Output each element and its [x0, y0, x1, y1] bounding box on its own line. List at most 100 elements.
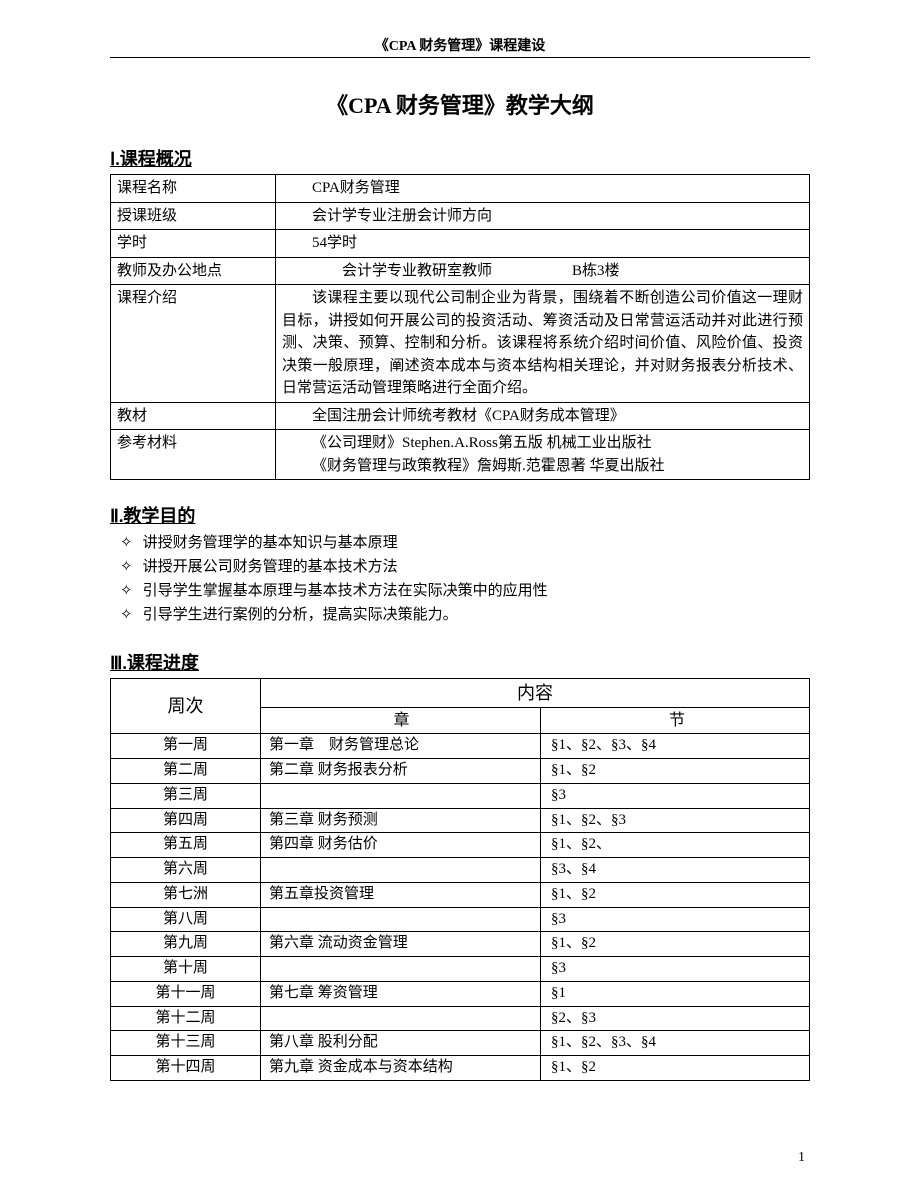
table-row: 第八周 §3	[111, 907, 810, 932]
course-name-label: 课程名称	[111, 175, 276, 203]
table-row: 第二周第二章 财务报表分析§1、§2	[111, 759, 810, 784]
teacher-label: 教师及办公地点	[111, 257, 276, 285]
chapter-cell	[261, 1006, 541, 1031]
chapter-cell: 第七章 筹资管理	[261, 981, 541, 1006]
table-row: 第十四周第九章 资金成本与资本结构§1、§2	[111, 1056, 810, 1081]
section-3-heading: Ⅲ.课程进度	[110, 649, 810, 675]
week-cell: 第十周	[111, 957, 261, 982]
table-row: 课程名称 CPA财务管理	[111, 175, 810, 203]
header-divider	[110, 57, 810, 58]
table-row: 第十周§3	[111, 957, 810, 982]
table-row: 第七洲第五章投资管理§1、§2	[111, 882, 810, 907]
week-cell: 第一周	[111, 734, 261, 759]
text-value: 该课程主要以现代公司制企业为背景，围绕着不断创造公司价值这一理财目标，讲授如何开…	[282, 287, 803, 400]
reference-value: 《公司理财》Stephen.A.Ross第五版 机械工业出版社 《财务管理与政策…	[276, 430, 810, 480]
section-cell: §1、§2	[541, 759, 810, 784]
table-header-row: 周次 内容	[111, 679, 810, 708]
list-item: 讲授开展公司财务管理的基本技术方法	[120, 555, 810, 579]
intro-value: 该课程主要以现代公司制企业为背景，围绕着不断创造公司价值这一理财目标，讲授如何开…	[276, 285, 810, 403]
page-header: 《CPA 财务管理》课程建设	[110, 35, 810, 55]
class-label: 授课班级	[111, 202, 276, 230]
goals-list: 讲授财务管理学的基本知识与基本原理 讲授开展公司财务管理的基本技术方法 引导学生…	[110, 531, 810, 627]
schedule-table: 周次 内容 章 节 第一周第一章 财务管理总论§1、§2、§3、§4第二周第二章…	[110, 678, 810, 1081]
chapter-cell	[261, 957, 541, 982]
table-row: 第四周第三章 财务预测§1、§2、§3	[111, 808, 810, 833]
table-row: 第十一周第七章 筹资管理§1	[111, 981, 810, 1006]
table-row: 学时 54学时	[111, 230, 810, 258]
chapter-cell	[261, 783, 541, 808]
section-cell: §2、§3	[541, 1006, 810, 1031]
intro-label: 课程介绍	[111, 285, 276, 403]
week-cell: 第四周	[111, 808, 261, 833]
chapter-cell: 第三章 财务预测	[261, 808, 541, 833]
chapter-cell: 第四章 财务估价	[261, 833, 541, 858]
list-item: 引导学生掌握基本原理与基本技术方法在实际决策中的应用性	[120, 579, 810, 603]
section-cell: §1、§2、	[541, 833, 810, 858]
reference-2: 《财务管理与政策教程》詹姆斯.范霍恩著 华夏出版社	[282, 455, 803, 478]
overview-table: 课程名称 CPA财务管理 授课班级 会计学专业注册会计师方向 学时 54学时 教…	[110, 174, 810, 480]
document-title: 《CPA 财务管理》教学大纲	[110, 88, 810, 120]
section-cell: §1	[541, 981, 810, 1006]
chapter-cell: 第九章 资金成本与资本结构	[261, 1056, 541, 1081]
section-cell: §1、§2	[541, 932, 810, 957]
section-cell: §1、§2	[541, 882, 810, 907]
hours-label: 学时	[111, 230, 276, 258]
teacher-value: 会计学专业教研室教师B栋3楼	[276, 257, 810, 285]
week-cell: 第八周	[111, 907, 261, 932]
text-value: 会计学专业注册会计师方向	[282, 205, 803, 228]
class-value: 会计学专业注册会计师方向	[276, 202, 810, 230]
week-cell: 第七洲	[111, 882, 261, 907]
week-cell: 第二周	[111, 759, 261, 784]
section-header: 节	[541, 708, 810, 734]
section-cell: §1、§2	[541, 1056, 810, 1081]
textbook-value: 全国注册会计师统考教材《CPA财务成本管理》	[276, 402, 810, 430]
table-row: 教师及办公地点 会计学专业教研室教师B栋3楼	[111, 257, 810, 285]
table-row: 授课班级 会计学专业注册会计师方向	[111, 202, 810, 230]
week-cell: 第三周	[111, 783, 261, 808]
teacher-name: 会计学专业教研室教师	[312, 260, 572, 283]
page-number: 1	[798, 1150, 805, 1166]
hours-value: 54学时	[276, 230, 810, 258]
table-row: 第五周第四章 财务估价§1、§2、	[111, 833, 810, 858]
list-item: 讲授财务管理学的基本知识与基本原理	[120, 531, 810, 555]
table-row: 第十二周 §2、§3	[111, 1006, 810, 1031]
table-row: 教材 全国注册会计师统考教材《CPA财务成本管理》	[111, 402, 810, 430]
reference-label: 参考材料	[111, 430, 276, 480]
table-row: 第十三周第八章 股利分配§1、§2、§3、§4	[111, 1031, 810, 1056]
table-row: 第六周§3、§4	[111, 858, 810, 883]
section-cell: §1、§2、§3、§4	[541, 1031, 810, 1056]
list-item: 引导学生进行案例的分析，提高实际决策能力。	[120, 603, 810, 627]
chapter-header: 章	[261, 708, 541, 734]
course-name-value: CPA财务管理	[276, 175, 810, 203]
week-cell: 第十四周	[111, 1056, 261, 1081]
section-1-heading: Ⅰ.课程概况	[110, 145, 810, 171]
chapter-cell	[261, 907, 541, 932]
week-cell: 第十一周	[111, 981, 261, 1006]
week-cell: 第十二周	[111, 1006, 261, 1031]
text-value: 54学时	[282, 232, 803, 255]
chapter-cell: 第五章投资管理	[261, 882, 541, 907]
section-cell: §3	[541, 907, 810, 932]
text-value: 全国注册会计师统考教材《CPA财务成本管理》	[282, 405, 803, 428]
section-2-heading: Ⅱ.教学目的	[110, 502, 810, 528]
section-cell: §3、§4	[541, 858, 810, 883]
content-header: 内容	[261, 679, 810, 708]
text-value: CPA财务管理	[282, 177, 803, 200]
week-cell: 第十三周	[111, 1031, 261, 1056]
week-cell: 第九周	[111, 932, 261, 957]
section-cell: §1、§2、§3、§4	[541, 734, 810, 759]
reference-1: 《公司理财》Stephen.A.Ross第五版 机械工业出版社	[282, 432, 803, 455]
week-cell: 第五周	[111, 833, 261, 858]
chapter-cell: 第八章 股利分配	[261, 1031, 541, 1056]
table-row: 第一周第一章 财务管理总论§1、§2、§3、§4	[111, 734, 810, 759]
chapter-cell: 第二章 财务报表分析	[261, 759, 541, 784]
section-cell: §1、§2、§3	[541, 808, 810, 833]
textbook-label: 教材	[111, 402, 276, 430]
chapter-cell: 第六章 流动资金管理	[261, 932, 541, 957]
chapter-cell: 第一章 财务管理总论	[261, 734, 541, 759]
office-location: B栋3楼	[572, 263, 620, 279]
text-value: 会计学专业教研室教师B栋3楼	[282, 260, 803, 283]
table-row: 第三周 §3	[111, 783, 810, 808]
section-cell: §3	[541, 783, 810, 808]
table-row: 参考材料 《公司理财》Stephen.A.Ross第五版 机械工业出版社 《财务…	[111, 430, 810, 480]
